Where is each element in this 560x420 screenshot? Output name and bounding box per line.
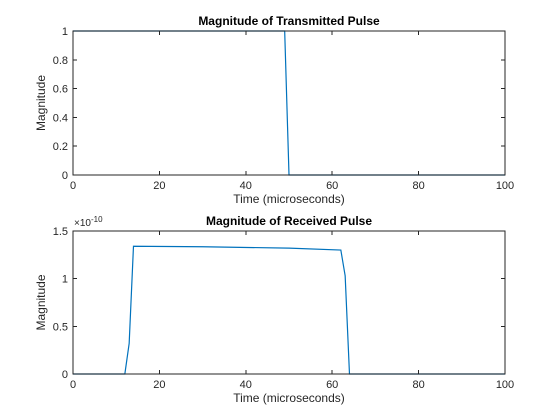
y-tick-label: 0.6 xyxy=(53,84,68,96)
chart-panel-1: 0 20 40 60 80 100 0 0.2 0.4 0.6 0.8 1 Magnitude of T… xyxy=(34,14,514,206)
x-tick-label: 0 xyxy=(70,180,76,192)
x-axis-label: Time (microseconds) xyxy=(233,192,345,206)
y-tick-label: 0.5 xyxy=(53,321,68,333)
y-exponent-label: ×10-10 xyxy=(74,215,103,229)
y-tick-label: 0.8 xyxy=(53,55,68,67)
chart-panel-2: 0 20 40 60 80 100 0 0.5 1 1.5 Magnitude of Receive… xyxy=(34,214,514,405)
y-tick-label: 1 xyxy=(62,26,68,38)
x-tick-label: 60 xyxy=(326,180,338,192)
y-tick-label: 0 xyxy=(62,369,68,381)
x-tick-label: 20 xyxy=(153,180,165,192)
y-tick-label: 1.5 xyxy=(53,226,68,238)
x-tick-label: 0 xyxy=(70,379,76,391)
x-tick-label: 80 xyxy=(412,379,424,391)
x-tick-label: 40 xyxy=(240,180,252,192)
exponent-power: -10 xyxy=(91,215,103,224)
x-tick-label: 100 xyxy=(496,180,514,192)
y-tick-label: 0.2 xyxy=(53,141,68,153)
x-tick-label: 80 xyxy=(412,180,424,192)
series-line xyxy=(73,245,505,375)
y-tick-label: 0 xyxy=(62,170,68,182)
chart-title: Magnitude of Received Pulse xyxy=(206,214,372,228)
series-line xyxy=(73,30,505,176)
x-axis-label: Time (microseconds) xyxy=(233,391,345,405)
x-tick-label: 20 xyxy=(153,379,165,391)
x-tick-label: 40 xyxy=(240,379,252,391)
chart-title: Magnitude of Transmitted Pulse xyxy=(198,14,380,28)
y-axis-label: Magnitude xyxy=(34,274,48,330)
y-tick-label: 0.4 xyxy=(53,112,68,124)
x-tick-label: 100 xyxy=(496,379,514,391)
y-tick-label: 1 xyxy=(62,274,68,286)
x-tick-label: 60 xyxy=(326,379,338,391)
axes-box xyxy=(72,230,506,375)
y-axis-label: Magnitude xyxy=(34,75,48,131)
exponent-base: ×10 xyxy=(74,218,91,229)
axes-box xyxy=(72,30,506,176)
